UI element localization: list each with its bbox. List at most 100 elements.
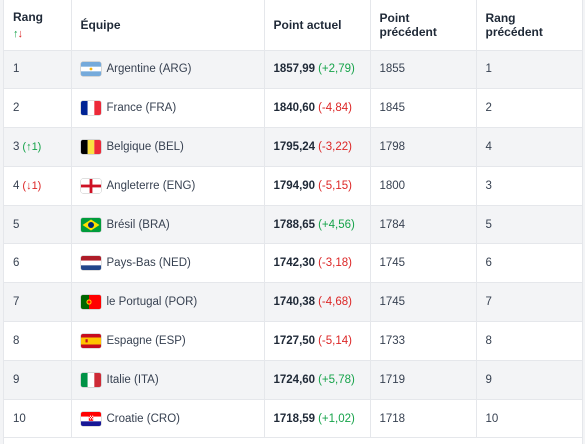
previous-rank-cell: 10 — [476, 399, 582, 439]
current-points-cell: 1742,30 (-3,18) — [264, 243, 371, 284]
current-points-value: 1718,59 — [273, 412, 316, 425]
brazil-flag-icon — [80, 217, 101, 232]
sort-up-arrow-icon[interactable]: ↑ — [13, 27, 18, 40]
column-header-rank[interactable]: Rang ↑↓ — [4, 0, 72, 51]
team-name: Pays-Bas (NED) — [106, 257, 191, 270]
belgium-flag-icon — [80, 139, 101, 154]
rank-value: 4 — [13, 179, 20, 192]
column-header-team[interactable]: Équipe — [71, 0, 265, 51]
current-points-cell: 1788,65 (+4,56) — [264, 205, 371, 245]
column-header-previous-rank[interactable]: Rang précédent — [476, 0, 582, 51]
rank-cell: 7 — [4, 282, 72, 323]
table-row[interactable]: 8 Espagne (ESP) 1727,50 (-5,14) 1733 8 — [4, 321, 582, 361]
ranking-table-container: Rang ↑↓ Équipe Point actuel Point précéd… — [3, 0, 583, 444]
table-row[interactable]: 5 Brésil (BRA) 1788,65 (+4,56) 1784 5 — [4, 205, 582, 245]
current-points-cell: 1795,24 (-3,22) — [264, 127, 371, 167]
points-change: (-3,22) — [318, 140, 352, 153]
table-row[interactable]: 7 le Portugal (POR) 1740,38 (-4,68) 1745 7 — [4, 282, 582, 323]
sort-arrows[interactable]: ↑↓ — [13, 26, 62, 43]
table-row[interactable]: 9 Italie (ITA) 1724,60 (+5,78) 1719 9 — [4, 360, 582, 400]
team-cell: France (FRA) — [71, 88, 265, 129]
team-name: Belgique (BEL) — [106, 140, 184, 153]
column-header-current-points[interactable]: Point actuel — [264, 0, 371, 51]
current-points-cell: 1724,60 (+5,78) — [264, 360, 371, 400]
rank-header-label: Rang — [13, 9, 43, 24]
team-name: Espagne (ESP) — [106, 334, 186, 347]
current-points-cell: 1740,38 (-4,68) — [264, 282, 371, 323]
table-row[interactable]: 6 Pays-Bas (NED) 1742,30 (-3,18) 1745 6 — [4, 243, 582, 284]
sort-down-arrow-icon[interactable]: ↓ — [17, 27, 23, 40]
rank-movement-indicator: (↓1) — [22, 179, 42, 192]
table-row[interactable]: 1 Argentine (ARG) 1857,99 (+2,79) 1855 1 — [4, 50, 582, 90]
team-cell: Pays-Bas (NED) — [71, 243, 265, 284]
previous-rank-cell: 2 — [476, 88, 582, 129]
table-row[interactable]: 4 (↓1) Angleterre (ENG) 1794,90 (-5,15) 1800 3 — [4, 166, 582, 206]
previous-rank-cell: 6 — [476, 243, 582, 284]
team-cell: Espagne (ESP) — [71, 321, 265, 361]
previous-points-cell: 1718 — [370, 399, 477, 439]
rank-cell: 8 — [4, 321, 72, 361]
spain-flag-icon — [80, 333, 101, 348]
previous-points-cell: 1800 — [370, 166, 477, 206]
previous-points-cell: 1784 — [370, 205, 477, 245]
current-points-value: 1788,65 — [273, 218, 316, 231]
column-header-previous-points[interactable]: Point précédent — [370, 0, 477, 51]
previous-rank-cell: 7 — [476, 282, 582, 323]
team-name: Angleterre (ENG) — [106, 179, 196, 192]
italy-flag-icon — [80, 372, 101, 387]
previous-rank-cell: 4 — [476, 127, 582, 167]
rank-value: 1 — [13, 63, 20, 76]
current-points-value: 1724,60 — [273, 373, 316, 386]
points-change: (-4,68) — [318, 296, 352, 309]
rank-cell: 1 — [4, 50, 72, 90]
current-points-value: 1840,60 — [273, 102, 316, 115]
current-points-cell: 1727,50 (-5,14) — [264, 321, 371, 361]
table-row[interactable]: 10 Croatie (CRO) 1718,59 (+1,02) 1718 10 — [4, 399, 582, 439]
current-points-cell: 1718,59 (+1,02) — [264, 399, 371, 439]
team-name: Brésil (BRA) — [106, 218, 170, 231]
team-name: Italie (ITA) — [106, 373, 159, 386]
points-change: (-5,14) — [318, 334, 352, 347]
current-points-cell: 1857,99 (+2,79) — [264, 50, 371, 90]
rank-movement-indicator: (↑1) — [22, 140, 42, 153]
rank-value: 9 — [13, 373, 20, 386]
portugal-flag-icon — [80, 295, 101, 310]
france-flag-icon — [80, 101, 101, 116]
current-points-value: 1727,50 — [273, 334, 316, 347]
points-change: (+5,78) — [318, 373, 355, 386]
points-change: (+1,02) — [318, 412, 355, 425]
team-cell: le Portugal (POR) — [71, 282, 265, 323]
current-points-cell: 1840,60 (-4,84) — [264, 88, 371, 129]
rank-cell: 3 (↑1) — [4, 127, 72, 167]
points-change: (-5,15) — [318, 179, 352, 192]
england-flag-icon — [80, 178, 101, 193]
previous-rank-cell: 5 — [476, 205, 582, 245]
fifa-ranking-table: Rang ↑↓ Équipe Point actuel Point précéd… — [4, 0, 582, 439]
rank-value: 7 — [13, 296, 20, 309]
team-name: le Portugal (POR) — [106, 296, 198, 309]
table-row[interactable]: 2 France (FRA) 1840,60 (-4,84) 1845 2 — [4, 88, 582, 129]
previous-rank-cell: 8 — [476, 321, 582, 361]
team-cell: Italie (ITA) — [71, 360, 265, 400]
rank-value: 3 — [13, 140, 20, 153]
previous-points-cell: 1733 — [370, 321, 477, 361]
previous-points-cell: 1798 — [370, 127, 477, 167]
current-points-value: 1742,30 — [273, 257, 316, 270]
rank-value: 2 — [13, 102, 20, 115]
team-cell: Belgique (BEL) — [71, 127, 265, 167]
points-change: (+2,79) — [318, 63, 355, 76]
rank-cell: 9 — [4, 360, 72, 400]
rank-cell: 6 — [4, 243, 72, 284]
rank-cell: 4 (↓1) — [4, 166, 72, 206]
previous-points-cell: 1719 — [370, 360, 477, 400]
points-change: (+4,56) — [318, 218, 355, 231]
croatia-flag-icon — [80, 411, 101, 426]
team-name: Argentine (ARG) — [106, 63, 192, 76]
table-row[interactable]: 3 (↑1) Belgique (BEL) 1795,24 (-3,22) 1798 4 — [4, 127, 582, 167]
team-cell: Argentine (ARG) — [71, 50, 265, 90]
team-name: France (FRA) — [106, 102, 177, 115]
previous-rank-cell: 9 — [476, 360, 582, 400]
current-points-value: 1857,99 — [273, 63, 316, 76]
rank-cell: 2 — [4, 88, 72, 129]
rank-value: 10 — [13, 412, 26, 425]
